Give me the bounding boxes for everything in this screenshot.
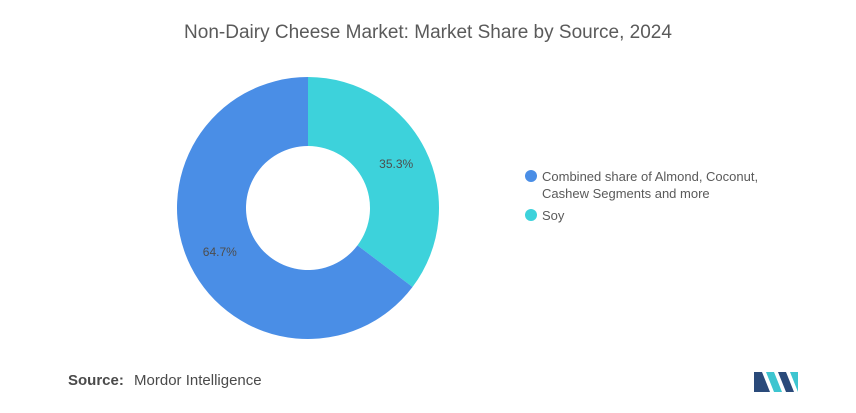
logo-shape-left [754, 372, 770, 392]
logo-shape-edge [790, 372, 798, 392]
legend-item-combined: Combined share of Almond, Coconut, Cashe… [525, 168, 795, 202]
donut-slice-soy [308, 77, 440, 287]
logo-shape-mid [766, 372, 782, 392]
source-label: Source: [68, 372, 124, 389]
legend-label-soy: Soy [542, 208, 565, 223]
chart-title: Non-Dairy Cheese Market: Market Share by… [184, 22, 672, 43]
legend-label-combined: Combined share of Almond, Coconut, Cashe… [542, 169, 759, 201]
mordor-intelligence-logo-icon [754, 372, 798, 392]
source-attribution: Source: Mordor Intelligence [68, 372, 262, 389]
slice-label-combined: 64.7% [203, 245, 237, 259]
source-text: Mordor Intelligence [134, 372, 262, 389]
legend-swatch-soy [525, 209, 537, 221]
legend-item-soy: Soy [525, 207, 795, 224]
legend-swatch-combined [525, 170, 537, 182]
logo-shape-right [778, 372, 794, 392]
donut-slice-combined [177, 77, 413, 339]
slice-label-soy: 35.3% [379, 157, 413, 171]
chart-legend: Combined share of Almond, Coconut, Cashe… [525, 168, 795, 229]
